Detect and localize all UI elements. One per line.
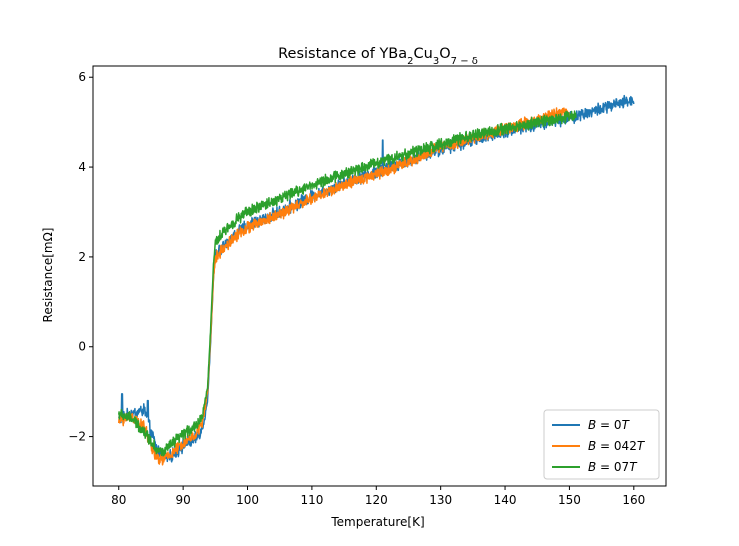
plot-frame — [92, 65, 667, 487]
legend-label-unit: T — [637, 439, 646, 453]
legend-label-eq: = — [596, 439, 614, 453]
y-tick-label: 4 — [78, 160, 86, 174]
series-layer — [118, 94, 635, 466]
legend-label: B = 042T — [588, 439, 646, 453]
legend-label-var: B — [588, 418, 596, 432]
x-tick-label: 110 — [300, 493, 323, 507]
x-axis: 80 90 100 110 120 130 140 150 160 — [111, 486, 645, 507]
legend-label-unit: T — [629, 460, 638, 474]
x-tick-label: 160 — [622, 493, 645, 507]
y-tick-label: 6 — [78, 70, 86, 84]
x-tick-label: 150 — [558, 493, 581, 507]
legend-label-value: 07 — [614, 460, 629, 474]
legend-label-var: B — [588, 460, 596, 474]
x-tick-label: 140 — [494, 493, 517, 507]
x-tick-label: 100 — [236, 493, 259, 507]
legend-label: B = 0T — [588, 418, 631, 432]
y-axis: −2 0 2 4 6 — [68, 70, 93, 444]
legend-label-eq: = — [596, 418, 614, 432]
x-tick-label: 130 — [429, 493, 452, 507]
legend-label-var: B — [588, 439, 596, 453]
x-tick-label: 90 — [175, 493, 190, 507]
y-tick-label: 0 — [78, 340, 86, 354]
legend-label-value: 0 — [614, 418, 622, 432]
legend-label-eq: = — [596, 460, 614, 474]
legend-label-value: 042 — [614, 439, 637, 453]
legend-box — [543, 409, 660, 480]
y-tick-label: 2 — [78, 250, 86, 264]
chart-title: Resistance of YBa2Cu3O7 − δ — [278, 46, 478, 67]
x-axis-label: Temperature[K] — [330, 515, 424, 529]
x-tick-label: 80 — [111, 493, 126, 507]
series-line — [118, 110, 577, 457]
y-tick-label: −2 — [68, 430, 86, 444]
legend-label-unit: T — [622, 418, 631, 432]
x-tick-label: 120 — [365, 493, 388, 507]
y-axis-label: Resistance[mΩ] — [41, 228, 55, 323]
legend-label: B = 07T — [588, 460, 638, 474]
